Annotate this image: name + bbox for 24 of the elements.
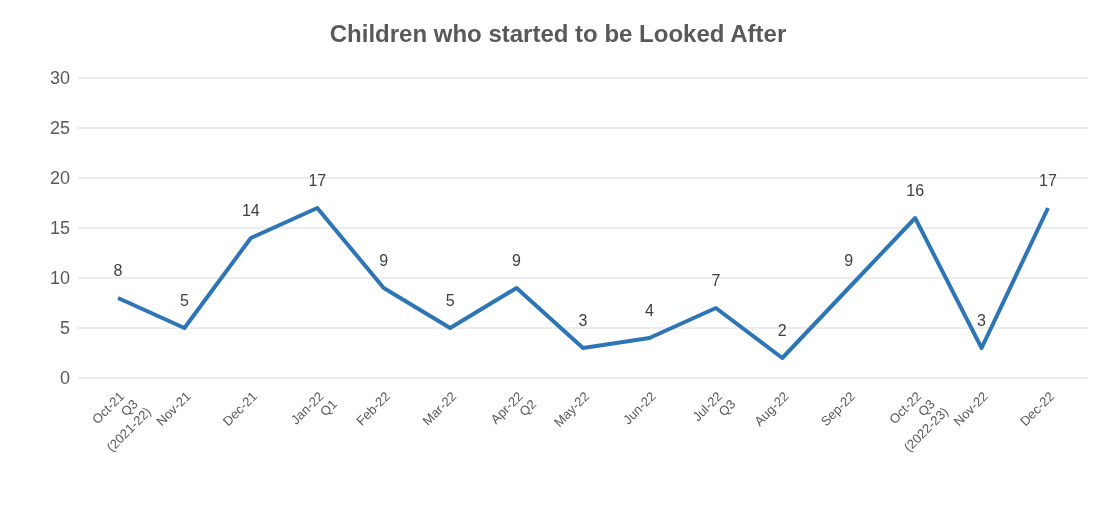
data-label: 8 <box>113 262 123 279</box>
y-tick-label: 15 <box>49 218 70 239</box>
data-label: 16 <box>906 182 925 199</box>
data-label: 5 <box>179 292 189 309</box>
data-label: 3 <box>977 312 987 329</box>
data-label: 17 <box>308 172 327 189</box>
y-tick-label: 0 <box>59 368 70 389</box>
data-label: 4 <box>644 302 654 319</box>
y-tick-label: 5 <box>59 318 70 339</box>
data-label: 2 <box>777 322 787 339</box>
data-label: 9 <box>512 252 522 269</box>
y-tick-label: 10 <box>49 268 70 289</box>
y-tick-label: 30 <box>49 68 70 89</box>
data-label: 7 <box>711 272 721 289</box>
data-label: 17 <box>1039 172 1057 189</box>
y-tick-label: 25 <box>49 118 70 139</box>
chart-title: Children who started to be Looked After <box>328 19 788 48</box>
data-label: 9 <box>844 252 854 269</box>
line-series <box>116 206 1050 360</box>
data-label: 9 <box>379 252 389 269</box>
data-label: 5 <box>445 292 455 309</box>
data-label: 14 <box>241 202 260 219</box>
data-label: 3 <box>578 312 588 329</box>
y-tick-label: 20 <box>49 168 70 189</box>
